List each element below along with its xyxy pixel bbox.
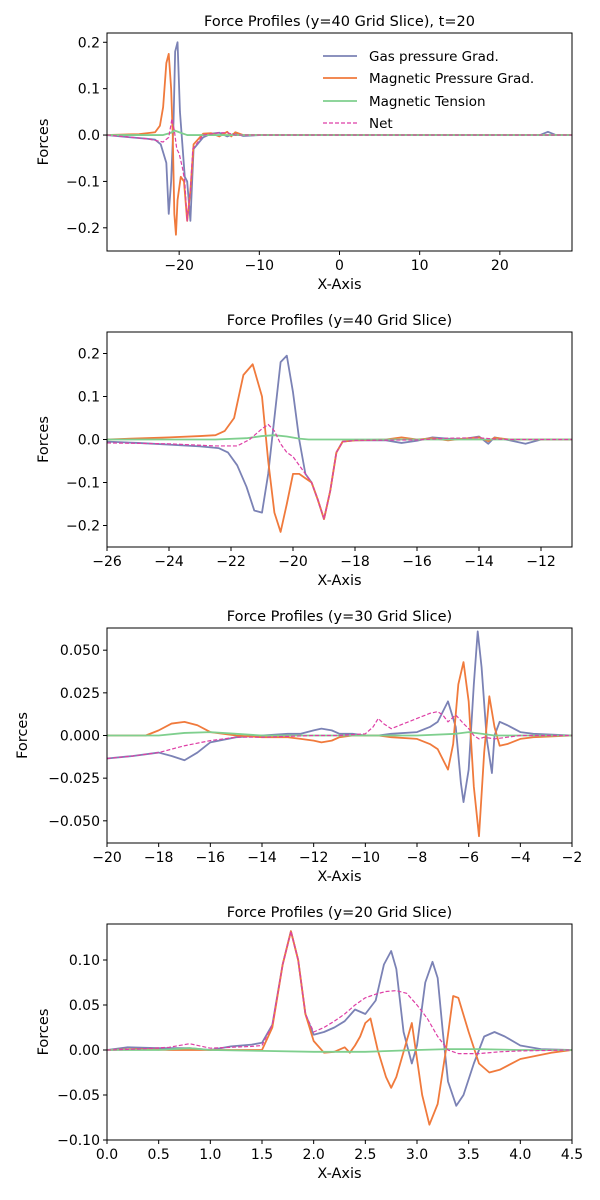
x-axis-label: X-Axis [317, 869, 361, 885]
series-line-gas [107, 630, 572, 803]
x-tick-label: −12 [299, 850, 329, 866]
x-tick-label: −20 [278, 554, 308, 570]
series-line-net [107, 423, 572, 520]
x-tick-label: −10 [245, 258, 275, 274]
y-tick-label: −0.05 [57, 1088, 100, 1104]
y-tick-label: 0.1 [78, 390, 100, 406]
y-axis-label: Forces [15, 712, 31, 759]
x-tick-label: −14 [464, 554, 494, 570]
x-tick-label: 1.5 [251, 1147, 273, 1163]
y-tick-label: −0.10 [57, 1133, 100, 1149]
x-tick-label: 4.0 [509, 1147, 531, 1163]
y-tick-label: 0.05 [69, 998, 100, 1014]
series-line-tension [107, 434, 572, 441]
x-tick-label: 1.0 [199, 1147, 221, 1163]
x-tick-label: −8 [407, 850, 428, 866]
y-tick-label: −0.025 [48, 771, 100, 787]
x-axis-label: X-Axis [317, 277, 361, 293]
chart-title: Force Profiles (y=40 Grid Slice), t=20 [204, 14, 475, 30]
x-tick-label: −18 [144, 850, 174, 866]
axes-frame [106, 923, 573, 1141]
chart-title: Force Profiles (y=20 Grid Slice) [227, 905, 452, 921]
legend-label-net: Net [369, 116, 393, 132]
x-tick-label: −26 [92, 554, 122, 570]
legend-label-tension: Magnetic Tension [369, 94, 486, 110]
x-tick-label: −10 [351, 850, 381, 866]
y-tick-label: 0.2 [78, 347, 100, 363]
x-axis-label: X-Axis [317, 573, 361, 589]
y-tick-label: −0.2 [66, 221, 100, 237]
series-group [107, 354, 572, 533]
series-group [107, 41, 572, 236]
y-axis-label: Forces [36, 1009, 52, 1056]
x-tick-label: 0.5 [148, 1147, 170, 1163]
x-tick-label: −22 [216, 554, 246, 570]
x-tick-label: 0 [335, 258, 344, 274]
y-tick-label: −0.050 [48, 814, 100, 830]
series-group [107, 630, 572, 838]
x-tick-label: 20 [491, 258, 509, 274]
y-tick-label: 0.1 [78, 82, 100, 98]
y-tick-label: 0.025 [60, 686, 100, 702]
series-line-magp [107, 930, 572, 1126]
x-tick-label: 2.5 [354, 1147, 376, 1163]
y-tick-label: 0.00 [69, 1043, 100, 1059]
y-tick-label: 0.050 [60, 643, 100, 659]
x-tick-label: −12 [526, 554, 556, 570]
y-axis-label: Forces [36, 416, 52, 463]
y-axis-label: Forces [36, 119, 52, 166]
x-tick-label: −24 [154, 554, 184, 570]
x-tick-label: −20 [92, 850, 122, 866]
series-line-tension [107, 1047, 572, 1053]
chart-panel: −20 −18 −16 −14 −12 −10 −8 −6 −4 −2 −0.050 −0.025 0.… [15, 609, 582, 885]
y-tick-label: 0.2 [78, 35, 100, 51]
x-tick-label: −6 [458, 850, 479, 866]
chart-panel: −26 −24 −22 −20 −18 −16 −14 −12 −0.2 −0.1 0.0 0.1 0.… [36, 313, 573, 589]
x-tick-label: −16 [402, 554, 432, 570]
x-tick-label: −2 [562, 850, 583, 866]
x-tick-label: 10 [411, 258, 429, 274]
x-tick-label: −4 [510, 850, 531, 866]
y-tick-label: −0.1 [66, 174, 100, 190]
x-tick-label: 0.0 [96, 1147, 118, 1163]
series-line-net [107, 930, 572, 1055]
y-tick-label: 0.000 [60, 729, 100, 745]
y-tick-label: −0.2 [66, 519, 100, 535]
y-tick-label: −0.1 [66, 476, 100, 492]
series-line-net [107, 118, 572, 222]
x-tick-label: 4.5 [561, 1147, 583, 1163]
x-tick-label: 2.0 [303, 1147, 325, 1163]
series-group [107, 930, 572, 1126]
y-tick-label: 0.10 [69, 953, 100, 969]
x-tick-label: −14 [247, 850, 277, 866]
chart-panel: 0.0 0.5 1.0 1.5 2.0 2.5 3.0 3.5 4.0 4.5 −0.10 −0.05… [36, 905, 583, 1182]
chart-title: Force Profiles (y=30 Grid Slice) [227, 609, 452, 625]
series-line-magp [107, 363, 572, 533]
x-tick-label: 3.0 [406, 1147, 428, 1163]
series-line-tension [107, 129, 572, 136]
chart-panel: −20 −10 0 10 20 −0.2 −0.1 0.0 0.1 0.2 Force Profil… [36, 14, 573, 293]
y-tick-label: 0.0 [78, 433, 100, 449]
x-tick-label: −16 [196, 850, 226, 866]
legend: Gas pressure Grad. Magnetic Pressure Grad… [323, 49, 534, 132]
chart-title: Force Profiles (y=40 Grid Slice) [227, 313, 452, 329]
x-tick-label: −20 [164, 258, 194, 274]
series-line-net [107, 711, 572, 760]
x-axis-label: X-Axis [317, 1166, 361, 1182]
series-line-magp [107, 661, 572, 838]
x-tick-label: −18 [340, 554, 370, 570]
series-line-gas [107, 930, 572, 1107]
x-tick-label: 3.5 [458, 1147, 480, 1163]
legend-label-gas: Gas pressure Grad. [369, 49, 499, 65]
legend-label-magp: Magnetic Pressure Grad. [369, 71, 534, 87]
y-tick-label: 0.0 [78, 128, 100, 144]
series-line-tension [107, 731, 572, 737]
